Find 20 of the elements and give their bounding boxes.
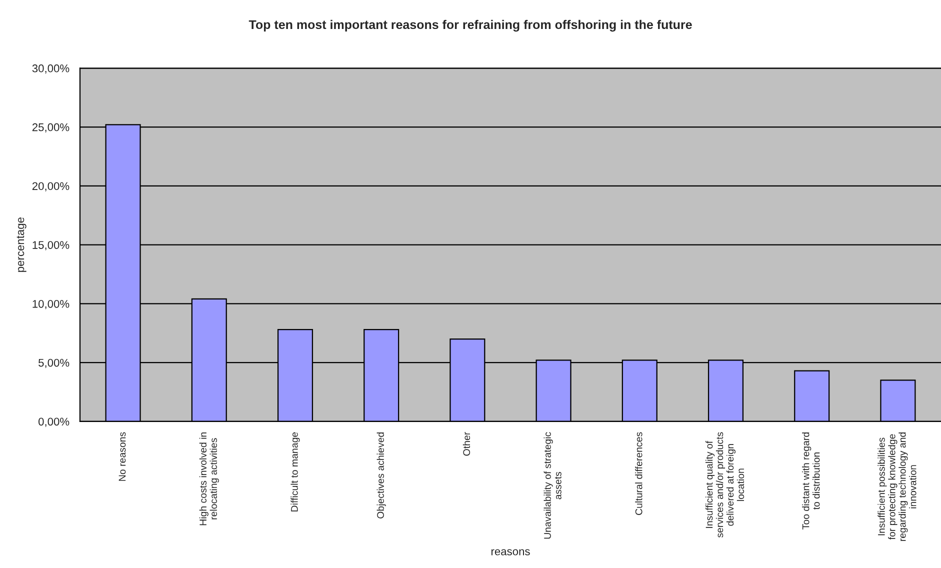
x-tick-label: Too distant with regard to distribution — [802, 432, 820, 530]
y-tick-label: 30,00% — [32, 64, 70, 74]
x-tick-label: Cultural differences — [635, 432, 642, 515]
x-tick-label: Objectives achieved — [376, 432, 386, 518]
y-tick-label: 10,00% — [32, 300, 70, 310]
x-tick-label: Unavailability of strategic assets — [544, 432, 562, 539]
y-tick-label: 0,00% — [38, 418, 70, 427]
y-tick-label: 25,00% — [32, 123, 70, 132]
y-tick-label: 15,00% — [32, 241, 70, 250]
chart-title: Top ten most important reasons for refraining from offshoring in the future — [248, 20, 692, 32]
x-tick-label: Difficult to manage — [290, 432, 300, 512]
x-tick-label: No reasons — [118, 432, 126, 481]
y-tick-label: 5,00% — [38, 358, 70, 368]
y-tick-label: 20,00% — [32, 182, 70, 192]
x-tick-label: Insufficient possibilities for protecting knowledge regarding technology and innovation — [878, 432, 916, 541]
x-tick-label: High costs involved in relocating activities — [199, 432, 219, 526]
x-tick-label: Other — [462, 432, 470, 456]
x-tick-label: Insufficient quality of services and/or products delivered at foreign location — [706, 432, 744, 538]
x-axis-title: reasons — [491, 549, 530, 556]
y-axis-title: percentage — [16, 218, 26, 272]
